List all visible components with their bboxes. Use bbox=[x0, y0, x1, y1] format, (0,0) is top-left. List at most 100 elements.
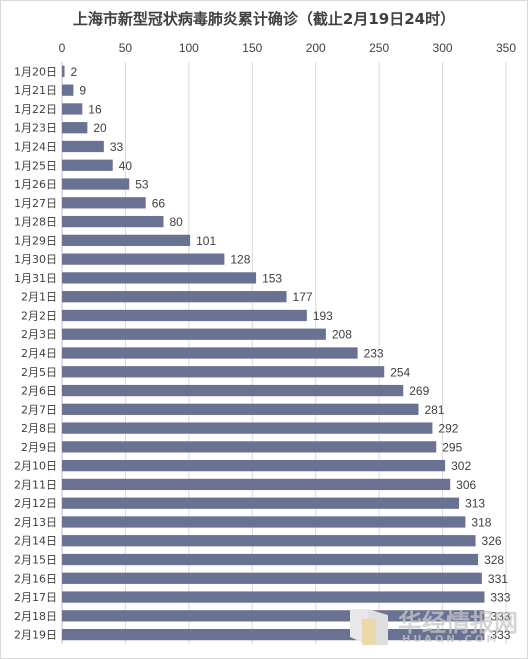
x-tick-label: 200 bbox=[306, 41, 326, 55]
data-label: 80 bbox=[169, 215, 183, 229]
x-tick-label: 300 bbox=[433, 41, 453, 55]
bar bbox=[62, 403, 419, 415]
bar bbox=[62, 553, 479, 566]
data-label: 306 bbox=[456, 478, 476, 492]
y-tick-label: 1月28日 bbox=[14, 216, 57, 229]
y-tick-label: 2月18日 bbox=[14, 610, 57, 623]
bar bbox=[62, 234, 191, 246]
bar bbox=[62, 497, 460, 509]
y-tick-label: 1月30日 bbox=[14, 253, 57, 266]
data-label: 20 bbox=[93, 121, 107, 135]
data-label: 269 bbox=[409, 384, 429, 398]
bar bbox=[62, 197, 146, 209]
data-label: 333 bbox=[490, 609, 510, 623]
y-tick-label: 2月10日 bbox=[14, 460, 57, 473]
y-tick-label: 2月5日 bbox=[21, 366, 57, 379]
y-tick-label: 1月26日 bbox=[14, 178, 57, 191]
data-label: 328 bbox=[484, 553, 504, 567]
y-tick-label: 1月31日 bbox=[14, 272, 57, 285]
data-label: 153 bbox=[262, 271, 282, 285]
data-label: 101 bbox=[196, 234, 216, 248]
y-tick-label: 2月13日 bbox=[14, 516, 57, 529]
data-label: 128 bbox=[230, 253, 250, 267]
x-tick-label: 150 bbox=[242, 41, 262, 55]
bar bbox=[62, 347, 358, 359]
y-tick-label: 1月24日 bbox=[14, 140, 57, 153]
data-label: 66 bbox=[152, 196, 166, 210]
chart-title: 上海市新型冠状病毒肺炎累计确诊（截止2月19日24时） bbox=[72, 10, 456, 28]
data-label: 233 bbox=[364, 347, 384, 361]
y-tick-label: 2月3日 bbox=[21, 328, 57, 341]
x-tick-label: 0 bbox=[59, 41, 66, 55]
data-label: 313 bbox=[465, 497, 485, 511]
y-tick-label: 2月15日 bbox=[14, 554, 57, 567]
y-tick-label: 2月4日 bbox=[21, 347, 57, 360]
bar bbox=[62, 215, 164, 228]
data-label: 254 bbox=[390, 365, 410, 379]
bar bbox=[62, 253, 225, 265]
data-label: 193 bbox=[313, 309, 333, 323]
watermark-subtext: HUAON.COM bbox=[402, 634, 500, 645]
y-tick-label: 2月9日 bbox=[21, 441, 57, 454]
data-label: 292 bbox=[438, 422, 458, 436]
y-tick-label: 2月11日 bbox=[14, 478, 57, 491]
y-tick-label: 2月14日 bbox=[14, 535, 57, 548]
bar bbox=[62, 291, 287, 303]
data-label: 53 bbox=[135, 178, 149, 192]
watermark-text: 华经情报网 bbox=[398, 609, 518, 637]
x-tick-label: 250 bbox=[369, 41, 389, 55]
data-label: 295 bbox=[442, 440, 462, 454]
data-label: 281 bbox=[424, 403, 444, 417]
x-tick-label: 100 bbox=[179, 41, 199, 55]
watermark: 华经情报网 HUAON.COM bbox=[348, 601, 518, 649]
y-tick-label: 1月22日 bbox=[14, 103, 57, 116]
y-tick-label: 1月21日 bbox=[14, 84, 57, 97]
bar bbox=[62, 441, 437, 453]
y-tick-label: 1月27日 bbox=[14, 197, 57, 210]
data-label: 208 bbox=[332, 328, 352, 342]
data-label: 2 bbox=[71, 65, 78, 79]
bar bbox=[62, 159, 113, 171]
y-tick-label: 2月6日 bbox=[21, 385, 57, 398]
y-tick-label: 1月20日 bbox=[14, 65, 57, 78]
y-tick-label: 2月17日 bbox=[14, 591, 57, 604]
bar bbox=[62, 84, 74, 96]
data-label: 177 bbox=[293, 290, 313, 304]
bar bbox=[62, 422, 433, 434]
data-label: 40 bbox=[119, 159, 133, 173]
bar bbox=[62, 572, 482, 584]
x-tick-label: 50 bbox=[119, 41, 133, 55]
y-tick-label: 2月12日 bbox=[14, 497, 57, 510]
bar bbox=[62, 610, 485, 622]
bar bbox=[62, 103, 83, 115]
y-tick-label: 2月8日 bbox=[21, 422, 57, 435]
data-label: 33 bbox=[110, 140, 124, 154]
y-tick-label: 2月7日 bbox=[21, 403, 57, 416]
y-tick-label: 1月23日 bbox=[14, 122, 57, 135]
y-tick-label: 1月25日 bbox=[14, 159, 57, 172]
bar bbox=[62, 140, 104, 153]
bar bbox=[62, 384, 404, 397]
y-tick-label: 1月29日 bbox=[14, 234, 57, 247]
data-label: 9 bbox=[79, 84, 86, 98]
data-label: 302 bbox=[451, 459, 471, 473]
bar bbox=[62, 309, 307, 322]
bar bbox=[62, 328, 326, 340]
data-label: 333 bbox=[490, 591, 510, 605]
data-label: 318 bbox=[471, 515, 491, 529]
bar bbox=[62, 366, 385, 378]
y-tick-label: 2月1日 bbox=[21, 291, 57, 304]
bar bbox=[62, 591, 485, 603]
bar bbox=[62, 516, 466, 528]
y-tick-label: 2月16日 bbox=[14, 572, 57, 585]
x-tick-label: 350 bbox=[496, 41, 516, 55]
bar bbox=[62, 628, 485, 641]
y-tick-label: 2月19日 bbox=[14, 629, 57, 642]
bar bbox=[62, 460, 446, 472]
watermark-logo-icon bbox=[350, 609, 388, 645]
bar bbox=[62, 65, 65, 78]
bar bbox=[62, 535, 476, 547]
bar bbox=[62, 178, 130, 190]
bar bbox=[62, 122, 88, 134]
data-label: 333 bbox=[490, 628, 510, 642]
